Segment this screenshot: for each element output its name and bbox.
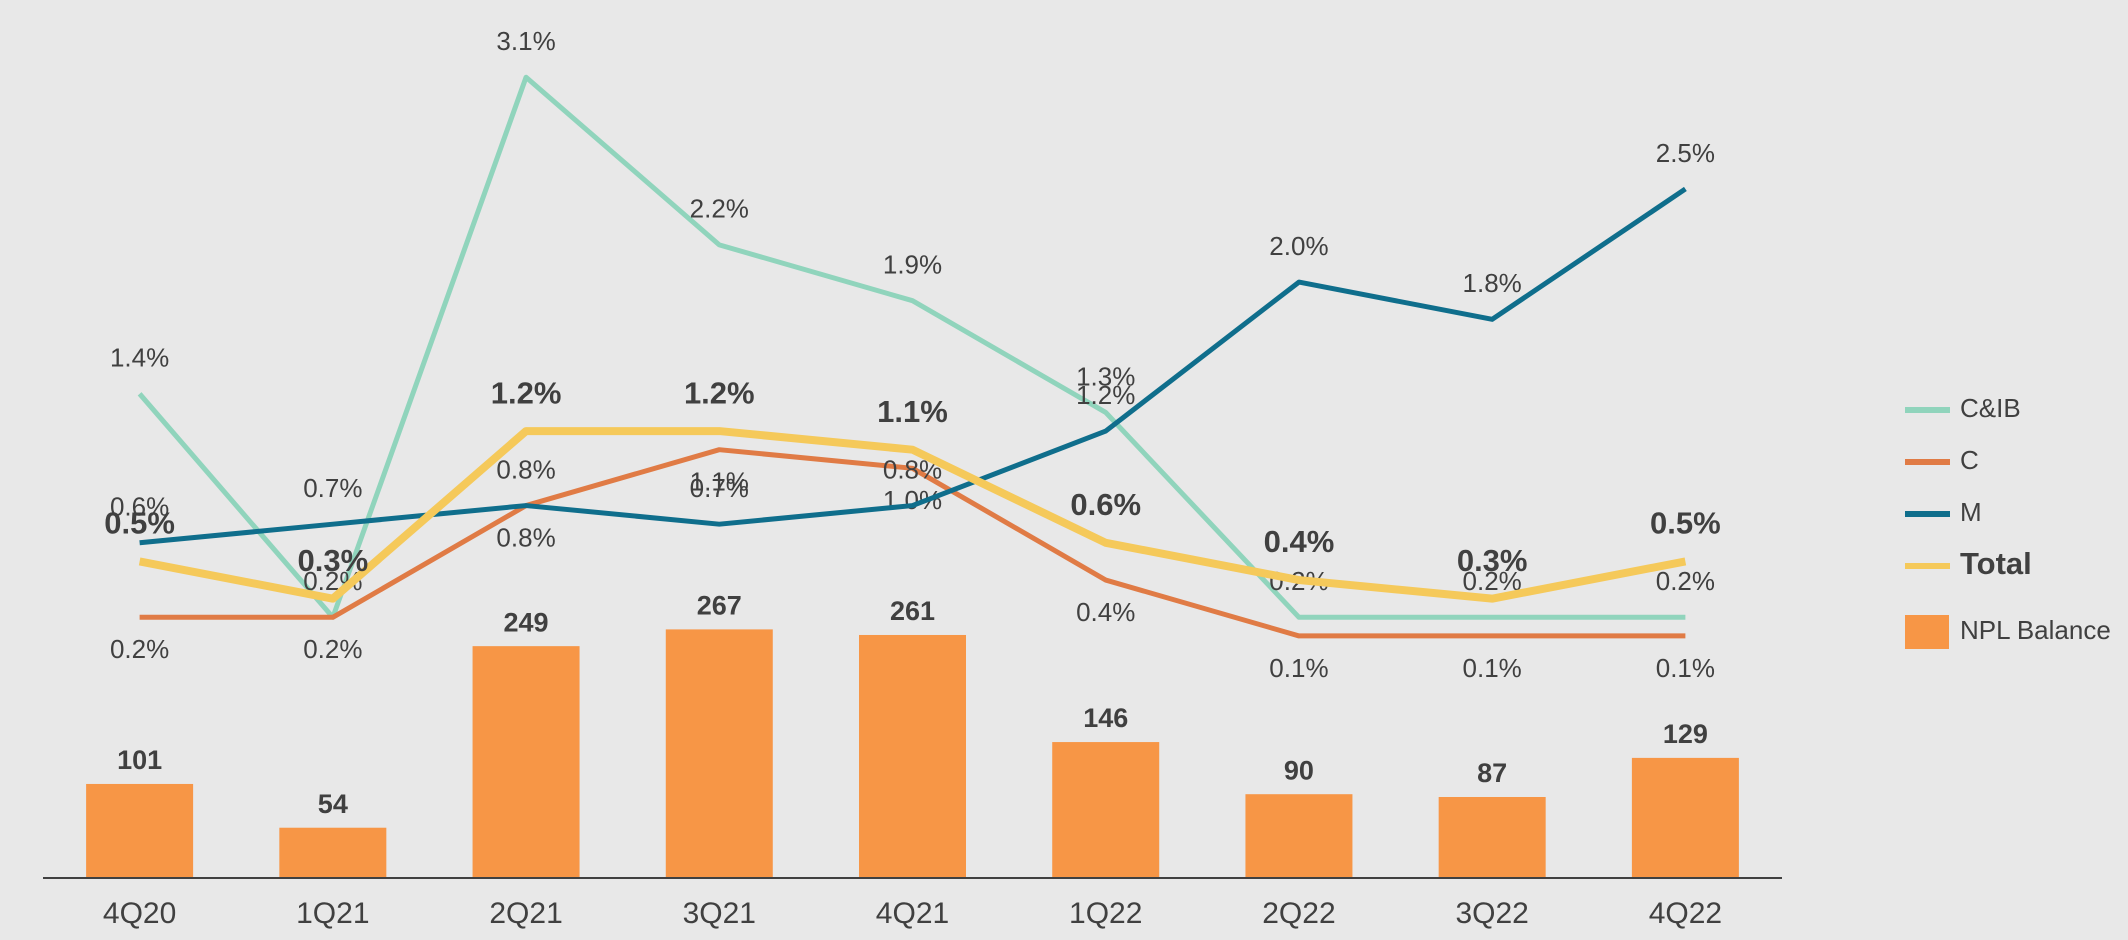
- data-label: 3.1%: [496, 26, 555, 56]
- x-tick-label: 4Q20: [103, 897, 176, 930]
- data-label: 1.8%: [1463, 268, 1522, 298]
- data-label: 1.3%: [1076, 361, 1135, 391]
- bar: [86, 783, 194, 878]
- data-label: 1.2%: [684, 375, 755, 410]
- data-label: 1.4%: [110, 343, 169, 373]
- x-tick-label: 2Q21: [489, 897, 562, 930]
- data-label: 1.1%: [690, 467, 749, 497]
- line: [139, 186, 1687, 546]
- bar: [1631, 757, 1739, 878]
- bar-label: 267: [697, 591, 742, 621]
- legend-label: NPL Balance: [1960, 615, 2111, 645]
- data-label: 0.2%: [1656, 566, 1715, 596]
- data-label: 2.5%: [1656, 138, 1715, 168]
- bar-label: 261: [890, 596, 935, 626]
- bar: [279, 827, 387, 878]
- data-label: 0.8%: [496, 522, 555, 552]
- data-label: 0.4%: [1264, 524, 1335, 559]
- data-label: 1.2%: [491, 375, 562, 410]
- bar: [472, 646, 580, 878]
- bar: [859, 634, 966, 878]
- x-tick-label: 1Q21: [296, 897, 369, 930]
- data-label: 0.5%: [1650, 506, 1721, 541]
- x-tick-label: 3Q21: [683, 897, 756, 930]
- data-label: 0.6%: [110, 492, 169, 522]
- data-label: 0.1%: [1269, 653, 1328, 683]
- data-label: 0.4%: [1076, 597, 1135, 627]
- data-label: 0.7%: [303, 473, 362, 503]
- data-label: 1.1%: [877, 394, 948, 429]
- legend-swatch: [1905, 615, 1949, 649]
- x-tick-label: 4Q21: [876, 897, 949, 930]
- line: [137, 74, 1686, 620]
- data-label: 0.3%: [1457, 543, 1528, 578]
- data-label: 0.6%: [1070, 487, 1141, 522]
- bar-label: 87: [1477, 758, 1507, 788]
- x-tick-label: 3Q22: [1455, 897, 1528, 930]
- bar: [1245, 794, 1353, 878]
- data-label: 2.2%: [690, 194, 749, 224]
- bar: [665, 629, 773, 878]
- data-label: 0.3%: [297, 543, 368, 578]
- data-label: 0.1%: [1463, 653, 1522, 683]
- line: [139, 447, 1686, 639]
- legend-label: C&IB: [1960, 393, 2021, 423]
- bar: [1052, 742, 1160, 878]
- data-label: 0.1%: [1656, 653, 1715, 683]
- x-tick-label: 2Q22: [1262, 897, 1335, 930]
- line: [138, 427, 1687, 603]
- data-label: 2.0%: [1269, 231, 1328, 261]
- bar-label: 129: [1663, 719, 1708, 749]
- bar-label: 146: [1083, 703, 1128, 733]
- data-label: 0.5%: [104, 506, 175, 541]
- legend-label: M: [1960, 497, 1982, 527]
- bar-label: 54: [318, 789, 348, 819]
- data-label: 1.2%: [1076, 380, 1135, 410]
- bar: [1438, 796, 1546, 878]
- data-label: 0.7%: [690, 473, 749, 503]
- data-label: 0.8%: [496, 454, 555, 484]
- bar-label: 90: [1284, 755, 1314, 785]
- x-tick-label: 1Q22: [1069, 897, 1142, 930]
- data-label: 0.2%: [110, 634, 169, 664]
- legend-label: Total: [1960, 546, 2032, 581]
- data-label: 1.9%: [883, 250, 942, 280]
- x-tick-label: 4Q22: [1649, 897, 1722, 930]
- legend-label: C: [1960, 445, 1979, 475]
- bar-label: 101: [117, 745, 162, 775]
- data-label: 0.2%: [303, 634, 362, 664]
- bar-label: 249: [504, 607, 549, 637]
